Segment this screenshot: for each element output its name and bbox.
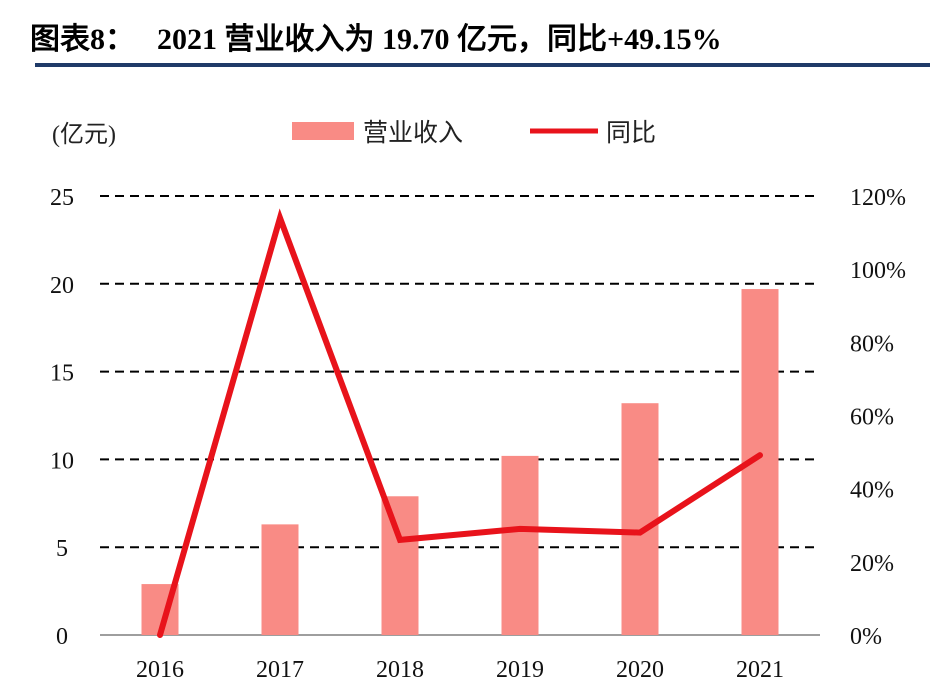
x-tick-label: 2020 bbox=[616, 657, 664, 683]
bar-2020 bbox=[621, 403, 659, 635]
bar-2017 bbox=[261, 524, 299, 635]
y-tick-label: 10 bbox=[50, 448, 74, 474]
title-divider bbox=[35, 63, 930, 67]
y2-tick-label: 80% bbox=[850, 331, 894, 357]
y2-tick-label: 100% bbox=[850, 258, 906, 284]
y-tick-label: 5 bbox=[56, 536, 68, 562]
y-tick-label: 20 bbox=[50, 273, 74, 299]
y-axis-left-ticks: 0 5 10 15 20 25 bbox=[50, 185, 74, 650]
line-series-yoy bbox=[157, 208, 763, 638]
legend: 营业收入 同比 bbox=[292, 119, 656, 147]
y2-tick-label: 40% bbox=[850, 478, 894, 504]
chart-title: 图表8： 2021 营业收入为 19.70 亿元，同比+49.15% bbox=[30, 14, 910, 58]
bar-series-revenue bbox=[141, 289, 779, 635]
y2-tick-label: 60% bbox=[850, 405, 894, 431]
bar-2019 bbox=[501, 455, 539, 635]
y-tick-label: 15 bbox=[50, 361, 74, 387]
x-tick-label: 2017 bbox=[256, 657, 304, 683]
legend-swatch-revenue bbox=[292, 122, 354, 140]
x-tick-label: 2021 bbox=[736, 657, 784, 683]
x-axis-ticks: 2016 2017 2018 2019 2020 2021 bbox=[136, 657, 784, 683]
legend-label-revenue: 营业收入 bbox=[363, 119, 463, 147]
y-axis-right-ticks: 0% 20% 40% 60% 80% 100% 120% bbox=[850, 185, 906, 650]
x-tick-label: 2019 bbox=[496, 657, 544, 683]
grid-lines bbox=[100, 195, 820, 636]
legend-label-yoy: 同比 bbox=[606, 119, 656, 147]
bar-2018 bbox=[381, 496, 419, 635]
y-axis-unit-label: (亿元) bbox=[52, 121, 116, 148]
y2-tick-label: 120% bbox=[850, 185, 906, 211]
y-tick-label: 25 bbox=[50, 185, 74, 211]
x-tick-label: 2018 bbox=[376, 657, 424, 683]
yoy-line bbox=[157, 208, 763, 638]
x-tick-label: 2016 bbox=[136, 657, 184, 683]
chart-title-text: 2021 营业收入为 19.70 亿元，同比+49.15% bbox=[157, 23, 722, 56]
y2-tick-label: 20% bbox=[850, 551, 894, 577]
y-tick-label: 0 bbox=[56, 624, 68, 650]
y2-tick-label: 0% bbox=[850, 624, 882, 650]
chart-title-prefix: 图表8： bbox=[30, 23, 135, 56]
